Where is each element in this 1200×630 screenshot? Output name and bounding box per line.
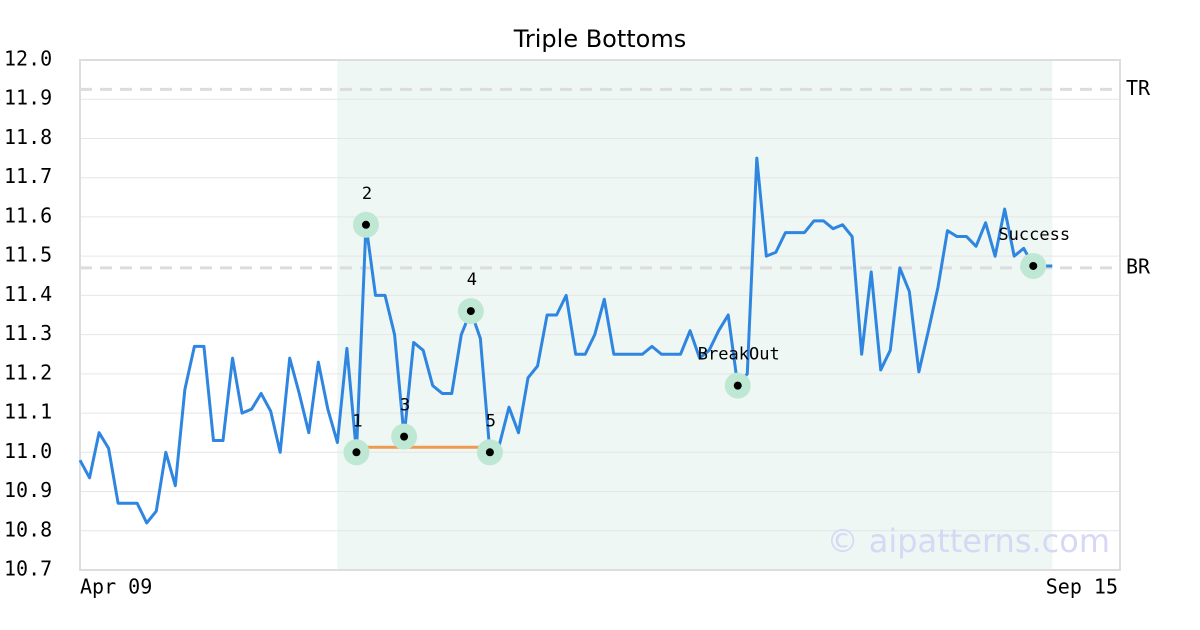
y-tick-label: 11.0	[4, 439, 52, 463]
pattern-point	[1029, 261, 1038, 270]
y-tick-label: 10.8	[4, 517, 52, 541]
reference-label: BR	[1126, 254, 1151, 278]
watermark: © aipatterns.com	[827, 522, 1110, 560]
y-tick-label: 11.1	[4, 400, 52, 424]
pattern-label: BreakOut	[698, 345, 780, 365]
pattern-label: 4	[467, 270, 477, 290]
plot-frame	[79, 59, 1121, 571]
pattern-point	[400, 432, 409, 441]
pattern-label: 1	[352, 411, 362, 431]
y-tick-label: 11.2	[4, 360, 52, 384]
y-tick-label: 11.9	[4, 86, 52, 110]
pattern-point	[733, 381, 742, 390]
x-tick-label: Apr 09	[80, 575, 152, 599]
reference-label: TR	[1126, 76, 1151, 100]
pattern-label: 5	[486, 411, 496, 431]
pattern-label: Success	[998, 225, 1070, 245]
y-tick-label: 12.0	[4, 47, 52, 71]
y-tick-label: 11.5	[4, 243, 52, 267]
y-tick-label: 10.7	[4, 557, 52, 581]
y-tick-label: 11.4	[4, 282, 52, 306]
pattern-point	[361, 220, 370, 229]
y-tick-label: 11.3	[4, 321, 52, 345]
price-line	[78, 156, 1053, 525]
y-tick-label: 11.8	[4, 125, 52, 149]
pattern-point	[352, 448, 361, 457]
pattern-label: 2	[362, 184, 372, 204]
pattern-point	[466, 307, 475, 316]
x-tick-label: Sep 15	[1046, 575, 1118, 599]
y-tick-label: 11.6	[4, 203, 52, 227]
y-tick-label: 10.9	[4, 478, 52, 502]
pattern-region	[337, 60, 1053, 570]
chart-title: Triple Bottoms	[513, 25, 687, 53]
pattern-point	[485, 448, 494, 457]
pattern-label: 3	[400, 396, 410, 416]
y-tick-label: 11.7	[4, 164, 52, 188]
